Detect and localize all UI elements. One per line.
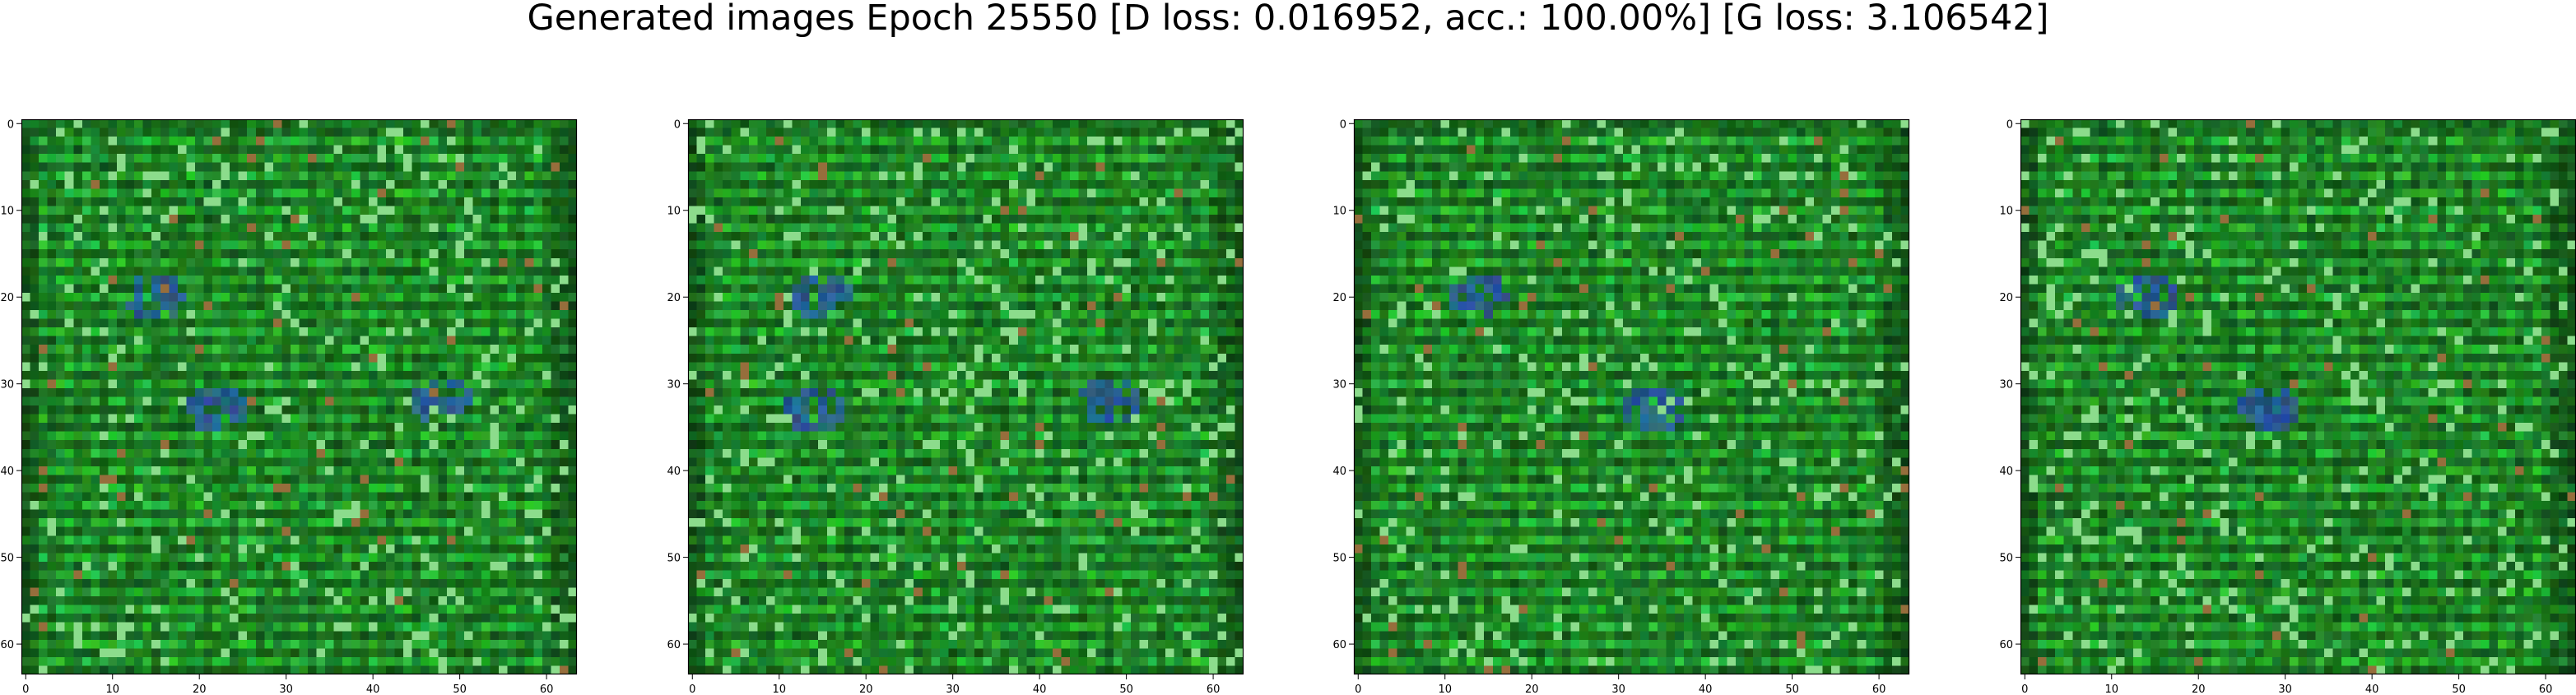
y-tick-label: 60: [1332, 639, 1346, 651]
generated-image-4: [2020, 119, 2576, 674]
y-tick-label: 40: [667, 466, 681, 478]
x-tick-label: 50: [1785, 683, 1799, 695]
x-tick-label: 0: [2021, 683, 2028, 695]
x-tick-label: 40: [366, 683, 380, 695]
x-tick-label: 20: [1525, 683, 1539, 695]
generated-image-2: [688, 119, 1244, 674]
x-tick-label: 20: [2192, 683, 2206, 695]
x-tick-label: 60: [1872, 683, 1886, 695]
axes-frame: [21, 118, 578, 675]
y-tick-label: 50: [667, 553, 681, 565]
image-panel-1: 0 10 20 30 40 50 60 0 10 20 30 40 50 60: [0, 118, 578, 695]
y-tick-label: 30: [1332, 379, 1346, 392]
x-tick-label: 30: [946, 683, 960, 695]
x-tick-label: 60: [1207, 683, 1221, 695]
axes-frame: [687, 118, 1244, 675]
x-tick-label: 30: [2278, 683, 2292, 695]
axes-frame: [1353, 118, 1910, 675]
x-tick-label: 60: [540, 683, 554, 695]
y-tick-label: 30: [667, 379, 681, 392]
y-tick-label: 50: [0, 553, 14, 565]
x-tick-label: 30: [279, 683, 293, 695]
x-tick-label: 10: [772, 683, 786, 695]
y-tick-label: 50: [1999, 553, 2013, 565]
x-tick-label: 0: [689, 683, 695, 695]
image-panel-4: 0 10 20 30 40 50 60 0 10 20 30 40 50 60: [1999, 118, 2576, 695]
axes-4: 0 10 20 30 40 50 60 0 10 20 30 40 50 60: [1999, 118, 2576, 695]
image-panel-3: 0 10 20 30 40 50 60 0 10 20 30 40 50 60: [1332, 118, 1910, 695]
generated-image-1: [21, 119, 577, 674]
x-tick-label: 50: [453, 683, 467, 695]
y-tick-label: 60: [0, 639, 14, 651]
y-tick-label: 0: [1340, 118, 1346, 131]
axes-2: 0 10 20 30 40 50 60 0 10 20 30 40 50 60: [667, 118, 1244, 695]
x-tick-label: 10: [105, 683, 119, 695]
x-tick-label: 50: [2452, 683, 2466, 695]
y-tick-label: 0: [674, 118, 681, 131]
y-tick-label: 30: [1999, 379, 2013, 392]
x-tick-label: 0: [22, 683, 29, 695]
y-tick-label: 10: [0, 206, 14, 218]
x-tick-label: 10: [1438, 683, 1452, 695]
x-tick-label: 50: [1119, 683, 1133, 695]
y-tick-label: 50: [1332, 553, 1346, 565]
axes-3: 0 10 20 30 40 50 60 0 10 20 30 40 50 60: [1332, 118, 1910, 695]
y-tick-label: 20: [1332, 292, 1346, 304]
y-tick-label: 20: [0, 292, 14, 304]
x-tick-label: 20: [193, 683, 207, 695]
y-tick-label: 10: [667, 206, 681, 218]
y-tick-label: 0: [7, 118, 14, 131]
x-tick-label: 60: [2539, 683, 2553, 695]
axes-frame: [2020, 118, 2576, 675]
x-tick-label: 30: [1611, 683, 1625, 695]
image-panel-2: 0 10 20 30 40 50 60 0 10 20 30 40 50 60: [667, 118, 1244, 695]
y-tick-label: 40: [0, 466, 14, 478]
x-tick-label: 40: [2365, 683, 2379, 695]
axes-1: 0 10 20 30 40 50 60 0 10 20 30 40 50 60: [0, 118, 578, 695]
x-tick-label: 20: [859, 683, 873, 695]
y-tick-label: 10: [1999, 206, 2013, 218]
x-tick-label: 40: [1033, 683, 1047, 695]
generated-image-3: [1354, 119, 1909, 674]
y-tick-label: 40: [1999, 466, 2013, 478]
y-tick-label: 60: [1999, 639, 2013, 651]
figure-title: Generated images Epoch 25550 [D loss: 0.…: [527, 0, 2049, 39]
x-tick-label: 0: [1355, 683, 1361, 695]
y-tick-label: 20: [1999, 292, 2013, 304]
x-tick-label: 40: [1699, 683, 1713, 695]
y-tick-label: 60: [667, 639, 681, 651]
y-tick-label: 40: [1332, 466, 1346, 478]
y-tick-label: 10: [1332, 206, 1346, 218]
x-tick-label: 10: [2104, 683, 2118, 695]
y-tick-label: 0: [2006, 118, 2013, 131]
y-tick-label: 20: [667, 292, 681, 304]
y-tick-label: 30: [0, 379, 14, 392]
